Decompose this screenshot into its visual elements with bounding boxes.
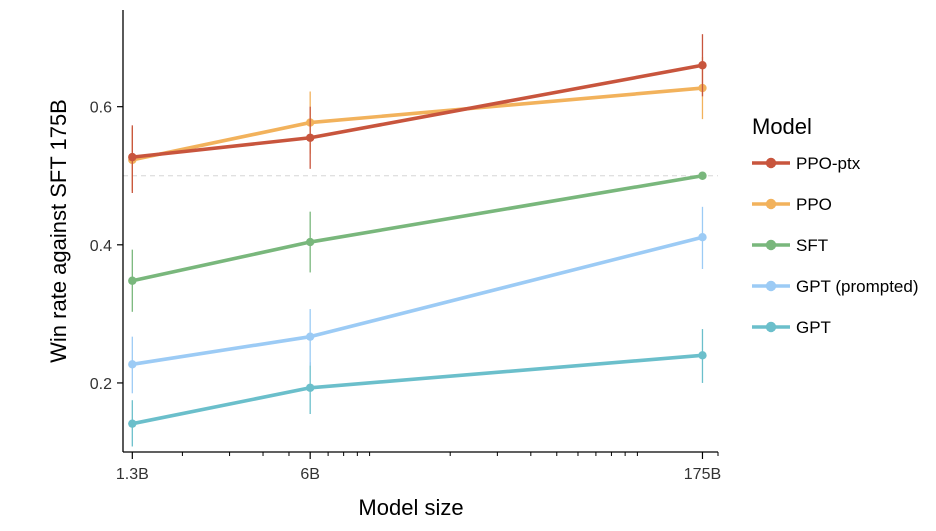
data-point [128, 276, 137, 285]
y-tick-label: 0.4 [90, 238, 112, 255]
data-point [305, 332, 315, 341]
legend-label: GPT [796, 318, 831, 337]
data-point [698, 171, 707, 180]
x-tick-label: 1.3B [116, 466, 149, 483]
legend-title: Model [752, 114, 812, 139]
series-gpt [128, 329, 707, 447]
y-tick-label: 0.6 [90, 100, 112, 117]
x-axis-title: Model size [358, 495, 463, 520]
y-axis-title: Win rate against SFT 175B [46, 99, 71, 363]
data-point [698, 61, 707, 70]
series-gpt-prompted [128, 206, 707, 394]
data-point [128, 152, 137, 162]
legend-swatch-point [765, 157, 777, 169]
series-sft [128, 171, 707, 312]
data-point [305, 383, 315, 392]
legend-swatch-point [765, 280, 777, 292]
legend-swatch-point [765, 198, 777, 210]
legend: Model PPO-ptx PPO SFT GPT (prompted) GPT [752, 114, 919, 337]
series-line [131, 173, 703, 283]
series-ppo [128, 56, 707, 191]
x-tick-label: 175B [684, 466, 721, 483]
series-line [132, 235, 703, 367]
legend-label: PPO [796, 195, 832, 214]
legend-swatch-point [765, 239, 777, 251]
legend-item: SFT [752, 236, 828, 255]
legend-item: PPO-ptx [752, 154, 861, 173]
data-point [305, 237, 315, 247]
series-line [131, 353, 703, 426]
data-point [305, 133, 315, 142]
x-tick-label: 6B [300, 466, 320, 483]
legend-label: GPT (prompted) [796, 277, 919, 296]
series-ppo-ptx [128, 34, 707, 194]
data-point [128, 419, 137, 428]
data-point [698, 233, 707, 242]
plot-area [123, 34, 718, 447]
data-point [128, 360, 137, 369]
legend-item: PPO [752, 195, 832, 214]
legend-label: SFT [796, 236, 828, 255]
y-tick-label: 0.2 [90, 376, 112, 393]
data-point [698, 351, 707, 360]
legend-item: GPT (prompted) [752, 277, 919, 296]
legend-label: PPO-ptx [796, 154, 861, 173]
legend-swatch-point [765, 321, 777, 333]
legend-item: GPT [752, 318, 831, 337]
axes: 0.2 0.4 0.6 1.3B 6B 175B [90, 10, 721, 483]
